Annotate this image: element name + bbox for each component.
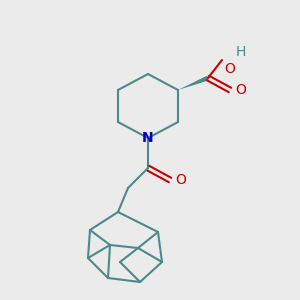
Text: O: O [235,83,246,97]
Text: O: O [224,62,235,76]
Polygon shape [178,76,209,90]
Text: N: N [142,131,154,145]
Text: O: O [175,173,186,187]
Text: H: H [236,45,246,59]
